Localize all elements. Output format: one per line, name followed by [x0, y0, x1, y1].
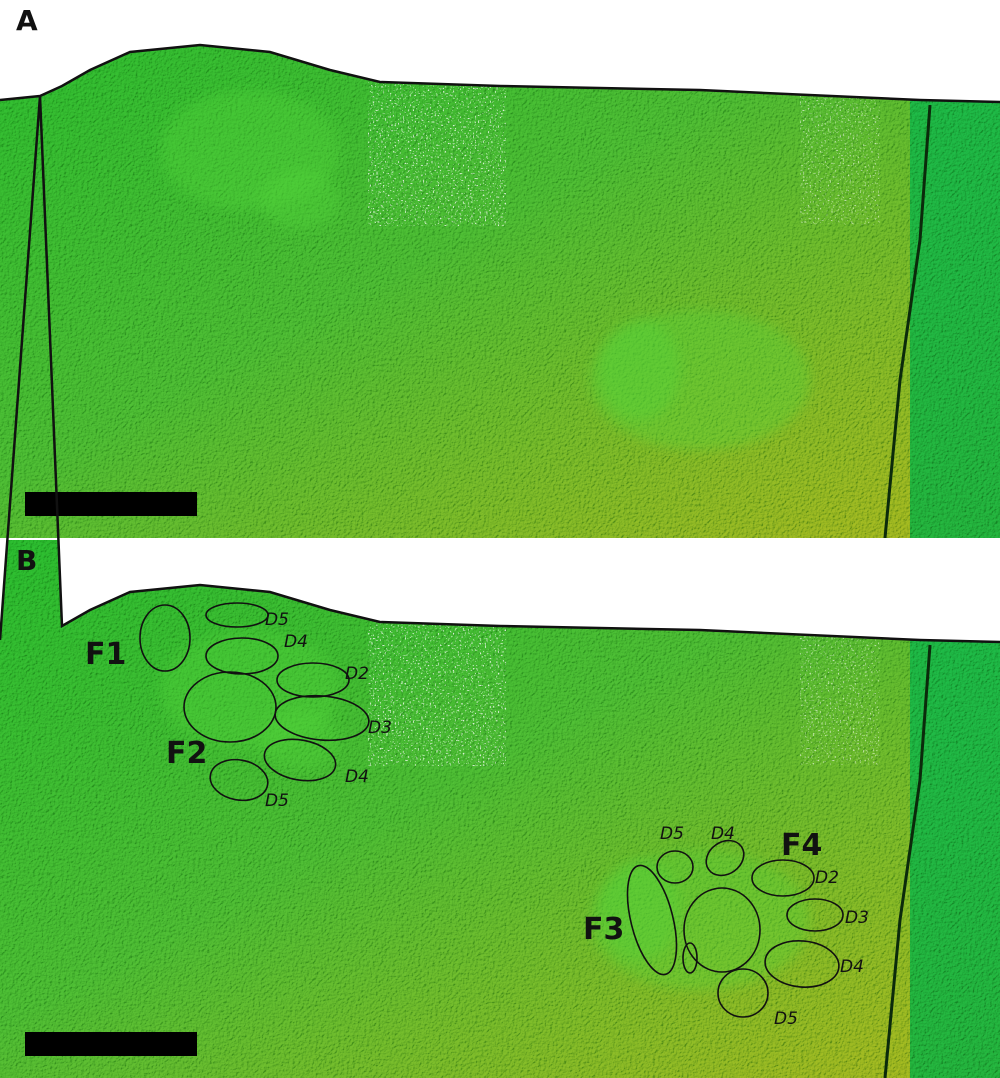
scale-bar: [25, 492, 197, 516]
annotation: F2: [166, 736, 207, 771]
annotation: D4: [284, 632, 308, 652]
speckle: [800, 635, 880, 765]
annotation: D5: [660, 824, 684, 844]
panel: A: [0, 0, 1000, 538]
annotation: D5: [265, 791, 289, 811]
panels: ABF1D5D4D2D3F2D4D5D5D4F4D2F3D3D4D5: [0, 0, 1000, 1078]
annotation: F4: [781, 828, 822, 863]
annotation: D4: [840, 957, 864, 977]
relief: [600, 320, 680, 420]
texture: [0, 0, 1000, 538]
annotation: D5: [774, 1009, 798, 1029]
annotation: F1: [85, 637, 126, 672]
figure: ABF1D5D4D2D3F2D4D5D5D4F4D2F3D3D4D5: [0, 0, 1000, 1078]
terrain: [0, 540, 1000, 1078]
terrain: [0, 0, 1000, 538]
annotation: D2: [345, 664, 369, 684]
annotation: D2: [815, 868, 839, 888]
panel-label: B: [16, 544, 37, 577]
annotation: F3: [583, 912, 624, 947]
speckle: [368, 80, 506, 226]
annotation: D4: [345, 767, 369, 787]
annotation: D3: [845, 908, 869, 928]
annotation: D4: [711, 824, 735, 844]
scale-bar: [25, 1032, 197, 1056]
texture: [0, 540, 1000, 1078]
speckle: [368, 620, 506, 766]
annotation: D5: [265, 610, 289, 630]
annotation: D3: [368, 718, 392, 738]
panel-label: A: [16, 4, 38, 37]
speckle: [800, 95, 880, 225]
relief: [260, 170, 340, 230]
